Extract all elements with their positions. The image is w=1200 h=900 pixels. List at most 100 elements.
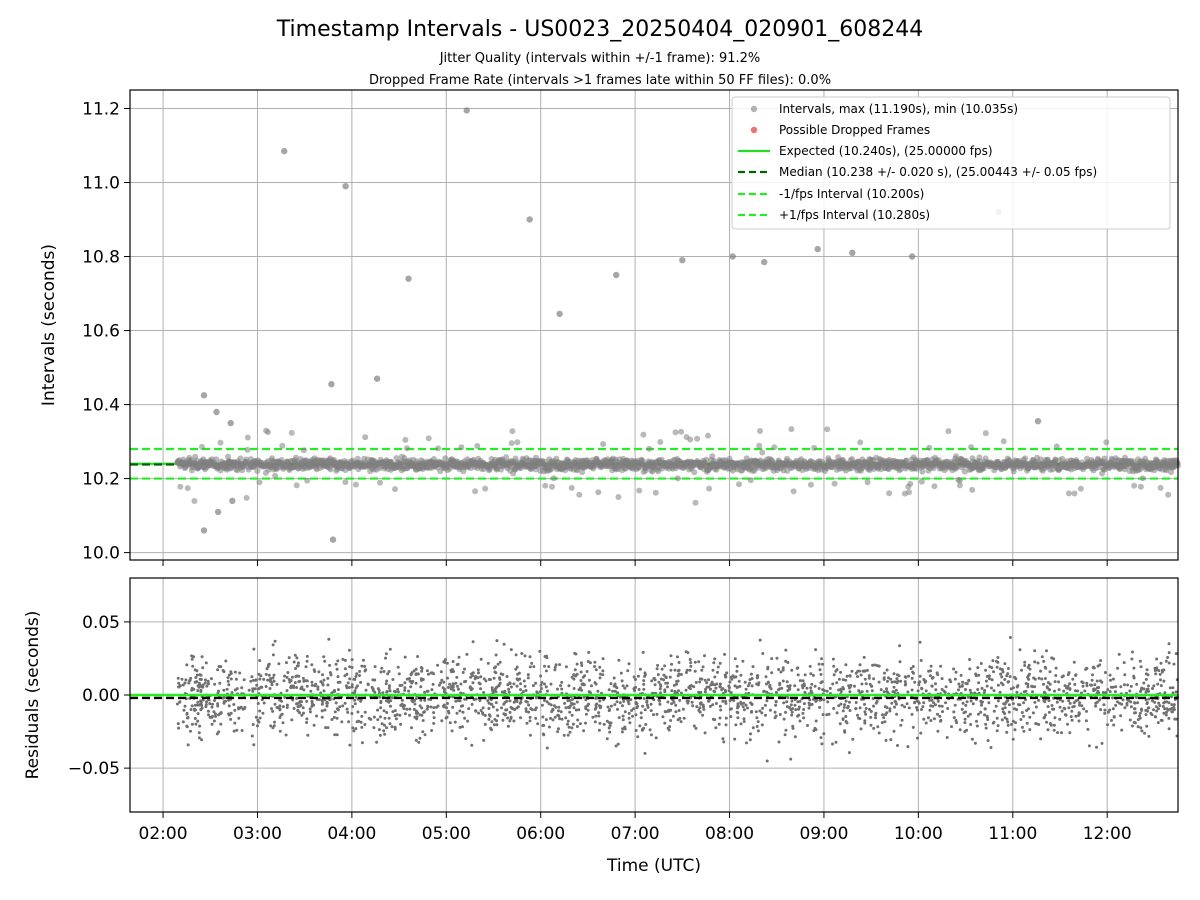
residual-point [284,733,288,737]
residual-point [616,742,620,746]
residual-point [865,668,869,672]
residual-point [187,681,191,685]
residual-point [869,715,873,719]
residual-point [984,668,988,672]
residual-point [189,708,193,711]
residual-point [856,675,859,679]
residual-point [963,721,967,725]
residual-point [764,675,768,679]
interval-point [362,434,369,441]
residual-point [363,664,367,668]
residual-point [1165,707,1169,711]
residual-point [1042,699,1046,702]
residual-point [833,695,837,699]
residual-point [1123,673,1127,677]
residual-point [873,713,877,717]
interval-outlier-point [200,392,208,399]
residual-point [1028,715,1032,719]
residual-point [991,721,995,725]
residual-point [907,706,911,710]
residual-point [552,704,556,708]
residual-point [912,671,915,675]
residual-point [858,663,862,667]
residual-point [1151,699,1154,703]
residual-point [301,676,305,680]
residual-point [750,677,754,680]
residual-point [669,719,673,722]
residual-point [794,708,798,712]
residual-point [1005,730,1009,734]
residual-point [487,707,491,710]
residual-point [440,719,444,723]
residual-point [207,682,210,686]
residual-point [194,676,198,679]
residual-point [868,707,871,711]
residual-point [750,710,753,714]
residual-point [755,716,759,720]
residual-point [219,665,223,669]
residual-point [615,686,619,690]
residual-point [391,678,395,681]
residual-point [524,709,528,713]
residual-point [207,698,211,702]
residual-point [739,722,743,726]
residual-point [1042,716,1046,720]
residual-point [964,681,968,685]
residual-point [895,673,899,677]
residual-point [491,705,495,709]
residual-point [619,671,623,675]
x-tick-label: 09:00 [799,824,848,844]
residual-point [869,723,873,727]
residual-point [1082,707,1086,711]
residual-point [324,726,328,730]
residual-point [310,702,314,706]
residual-point [793,735,797,739]
residual-point [695,705,699,709]
interval-point [757,428,763,434]
residual-point [801,711,805,715]
residual-point [786,684,790,688]
residual-point [910,712,914,716]
residual-point [986,739,990,743]
residual-point [1131,650,1134,654]
residual-point [1122,683,1126,687]
residual-point [285,661,288,665]
residual-point [372,726,376,730]
residual-point [995,665,999,669]
residual-point [841,717,845,721]
residual-point [844,678,848,682]
residual-point [570,726,574,730]
residual-point [1125,703,1129,707]
residual-point [1114,703,1118,707]
residual-point [744,687,748,691]
residual-point [998,690,1002,694]
residual-point [702,707,706,711]
residual-point [271,643,275,647]
residual-point [510,706,514,710]
residual-point [196,684,200,688]
residual-point [1109,678,1112,682]
residual-point [1119,714,1123,718]
residual-point [1078,701,1082,705]
residual-point [581,675,585,679]
residual-point [1074,673,1077,677]
residual-point [970,737,974,741]
residual-point [842,687,845,691]
residual-point [495,708,499,712]
residual-point [963,717,967,721]
residual-point [821,688,825,692]
residual-point [918,680,922,684]
residual-point [543,664,546,668]
residual-point [774,714,778,718]
residual-point [360,741,364,745]
residual-point [893,699,897,703]
residual-point [271,726,275,730]
residual-point [272,679,276,683]
residual-point [796,673,800,677]
residual-point [288,680,292,684]
residual-point [407,689,411,693]
residual-point [742,720,746,723]
residual-point [729,715,733,719]
residual-point [900,703,904,707]
residual-point [1037,698,1041,702]
